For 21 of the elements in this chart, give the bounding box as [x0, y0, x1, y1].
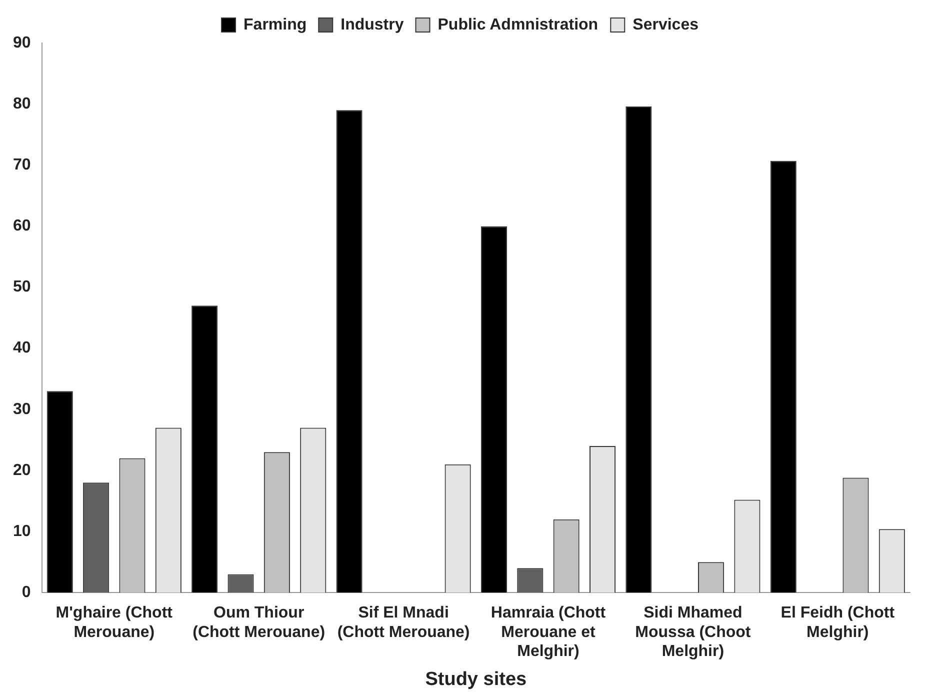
- x-tick-label: Sidi Mhamed Moussa (Choot Melghir): [635, 604, 752, 660]
- x-tick-label: Hamraia (Chott Merouane et Melghir): [490, 604, 606, 660]
- y-tick-label: 70: [13, 156, 31, 174]
- y-tick-label: 20: [13, 462, 31, 479]
- y-tick-label: 90: [13, 34, 31, 52]
- y-tick-label: 30: [13, 400, 31, 418]
- y-tick-label: 50: [13, 278, 31, 296]
- legend-label: Services: [632, 16, 699, 34]
- x-axis-title: Study sites: [425, 668, 527, 690]
- legend-label: Farming: [244, 16, 307, 34]
- x-tick-label: Sif El Mnadi (Chott Merouane): [337, 604, 470, 641]
- x-tick-label: Oum Thiour (Chott Merouane): [192, 604, 326, 641]
- y-tick-label: 60: [13, 218, 31, 235]
- legend-label: Industry: [340, 16, 404, 34]
- legend-label: Public Admnistration: [438, 16, 598, 34]
- x-tick-label: El Feidh (Chott Melghir): [780, 604, 896, 641]
- y-tick-label: 0: [22, 584, 31, 602]
- y-tick-label: 10: [13, 522, 31, 540]
- y-tick-label: 80: [13, 95, 31, 112]
- x-tick-label: M'ghaire (Chott Merouane): [56, 604, 174, 641]
- y-tick-label: 40: [13, 340, 31, 357]
